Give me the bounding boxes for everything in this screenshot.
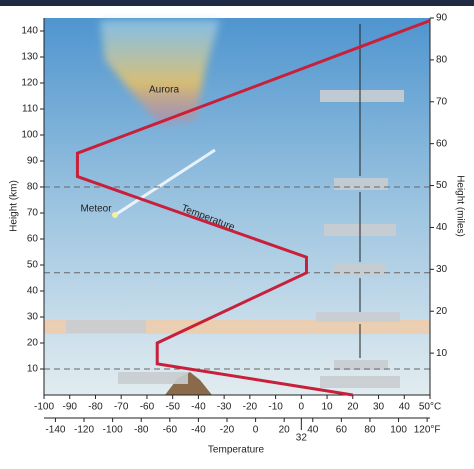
x-tick-label: 50°C: [419, 402, 441, 413]
y-tick-label: 130: [21, 52, 38, 63]
y2-tick-label: 40: [436, 222, 448, 233]
x2-tick-label: 40: [307, 425, 319, 436]
meteor-trail: [114, 148, 216, 217]
x2-tick-label: -60: [163, 425, 178, 436]
y-tick-label: 10: [27, 364, 39, 375]
y-tick-label: 120: [21, 78, 38, 89]
aurora-glow: [100, 20, 220, 125]
x2-tick-label: -20: [220, 425, 235, 436]
y-tick-label: 80: [27, 182, 39, 193]
x-tick-label: -70: [114, 402, 129, 413]
x2-tick-label: 80: [364, 425, 376, 436]
y-tick-label: 100: [21, 130, 38, 141]
y-tick-label: 40: [27, 286, 39, 297]
x2-tick-label: 32: [296, 433, 308, 444]
y2-tick-label: 80: [436, 55, 448, 66]
top-bar: [0, 0, 474, 6]
temperature-line: [75, 19, 431, 397]
x-tick-label: 20: [347, 402, 359, 413]
annotation: Aurora: [149, 85, 179, 96]
x2-tick-label: -140: [45, 425, 65, 436]
x-tick-label: -40: [191, 402, 206, 413]
y-axis-title: Height (km): [9, 180, 20, 232]
x-tick-label: -60: [140, 402, 155, 413]
y-tick-label: 30: [27, 312, 39, 323]
meteor: [112, 212, 118, 218]
x2-tick-label: -80: [134, 425, 149, 436]
y2-tick-label: 70: [436, 96, 448, 107]
y-tick-label: 90: [27, 156, 39, 167]
x-tick-label: -10: [268, 402, 283, 413]
x-tick-label: 30: [373, 402, 385, 413]
x2-tick-label: 100: [390, 425, 407, 436]
y-tick-label: 70: [27, 208, 39, 219]
y2-tick-label: 60: [436, 138, 448, 149]
x2-tick-label: -100: [103, 425, 123, 436]
x2-tick-label: -120: [74, 425, 94, 436]
x-tick-label: -80: [88, 402, 103, 413]
x-axis-title: Temperature: [208, 445, 265, 456]
x2-tick-label: 120°F: [414, 425, 441, 436]
y2-tick-label: 50: [436, 180, 448, 191]
x-tick-label: -20: [243, 402, 258, 413]
x-tick-label: -50: [165, 402, 180, 413]
x-tick-label: -90: [63, 402, 78, 413]
x-tick-label: 10: [322, 402, 334, 413]
x2-tick-label: 0: [253, 425, 259, 436]
y2-tick-label: 20: [436, 306, 448, 317]
x-tick-label: -30: [217, 402, 232, 413]
x-tick-label: -100: [34, 402, 54, 413]
x2-tick-label: -40: [191, 425, 206, 436]
annotation: Meteor: [80, 204, 112, 215]
y2-tick-label: 90: [436, 13, 448, 24]
y-tick-label: 50: [27, 260, 39, 271]
y2-tick-label: 10: [436, 348, 448, 359]
mountain: [165, 372, 212, 395]
y2-axis-title: Height (miles): [454, 175, 465, 237]
x-tick-label: 40: [399, 402, 411, 413]
x2-tick-label: 60: [336, 425, 348, 436]
y-tick-label: 110: [22, 104, 38, 115]
y-tick-label: 20: [27, 338, 39, 349]
x2-tick-label: 20: [279, 425, 291, 436]
y2-tick-label: 30: [436, 264, 448, 275]
y-tick-label: 60: [27, 234, 39, 245]
x-tick-label: 0: [299, 402, 305, 413]
y-tick-label: 140: [21, 26, 38, 37]
